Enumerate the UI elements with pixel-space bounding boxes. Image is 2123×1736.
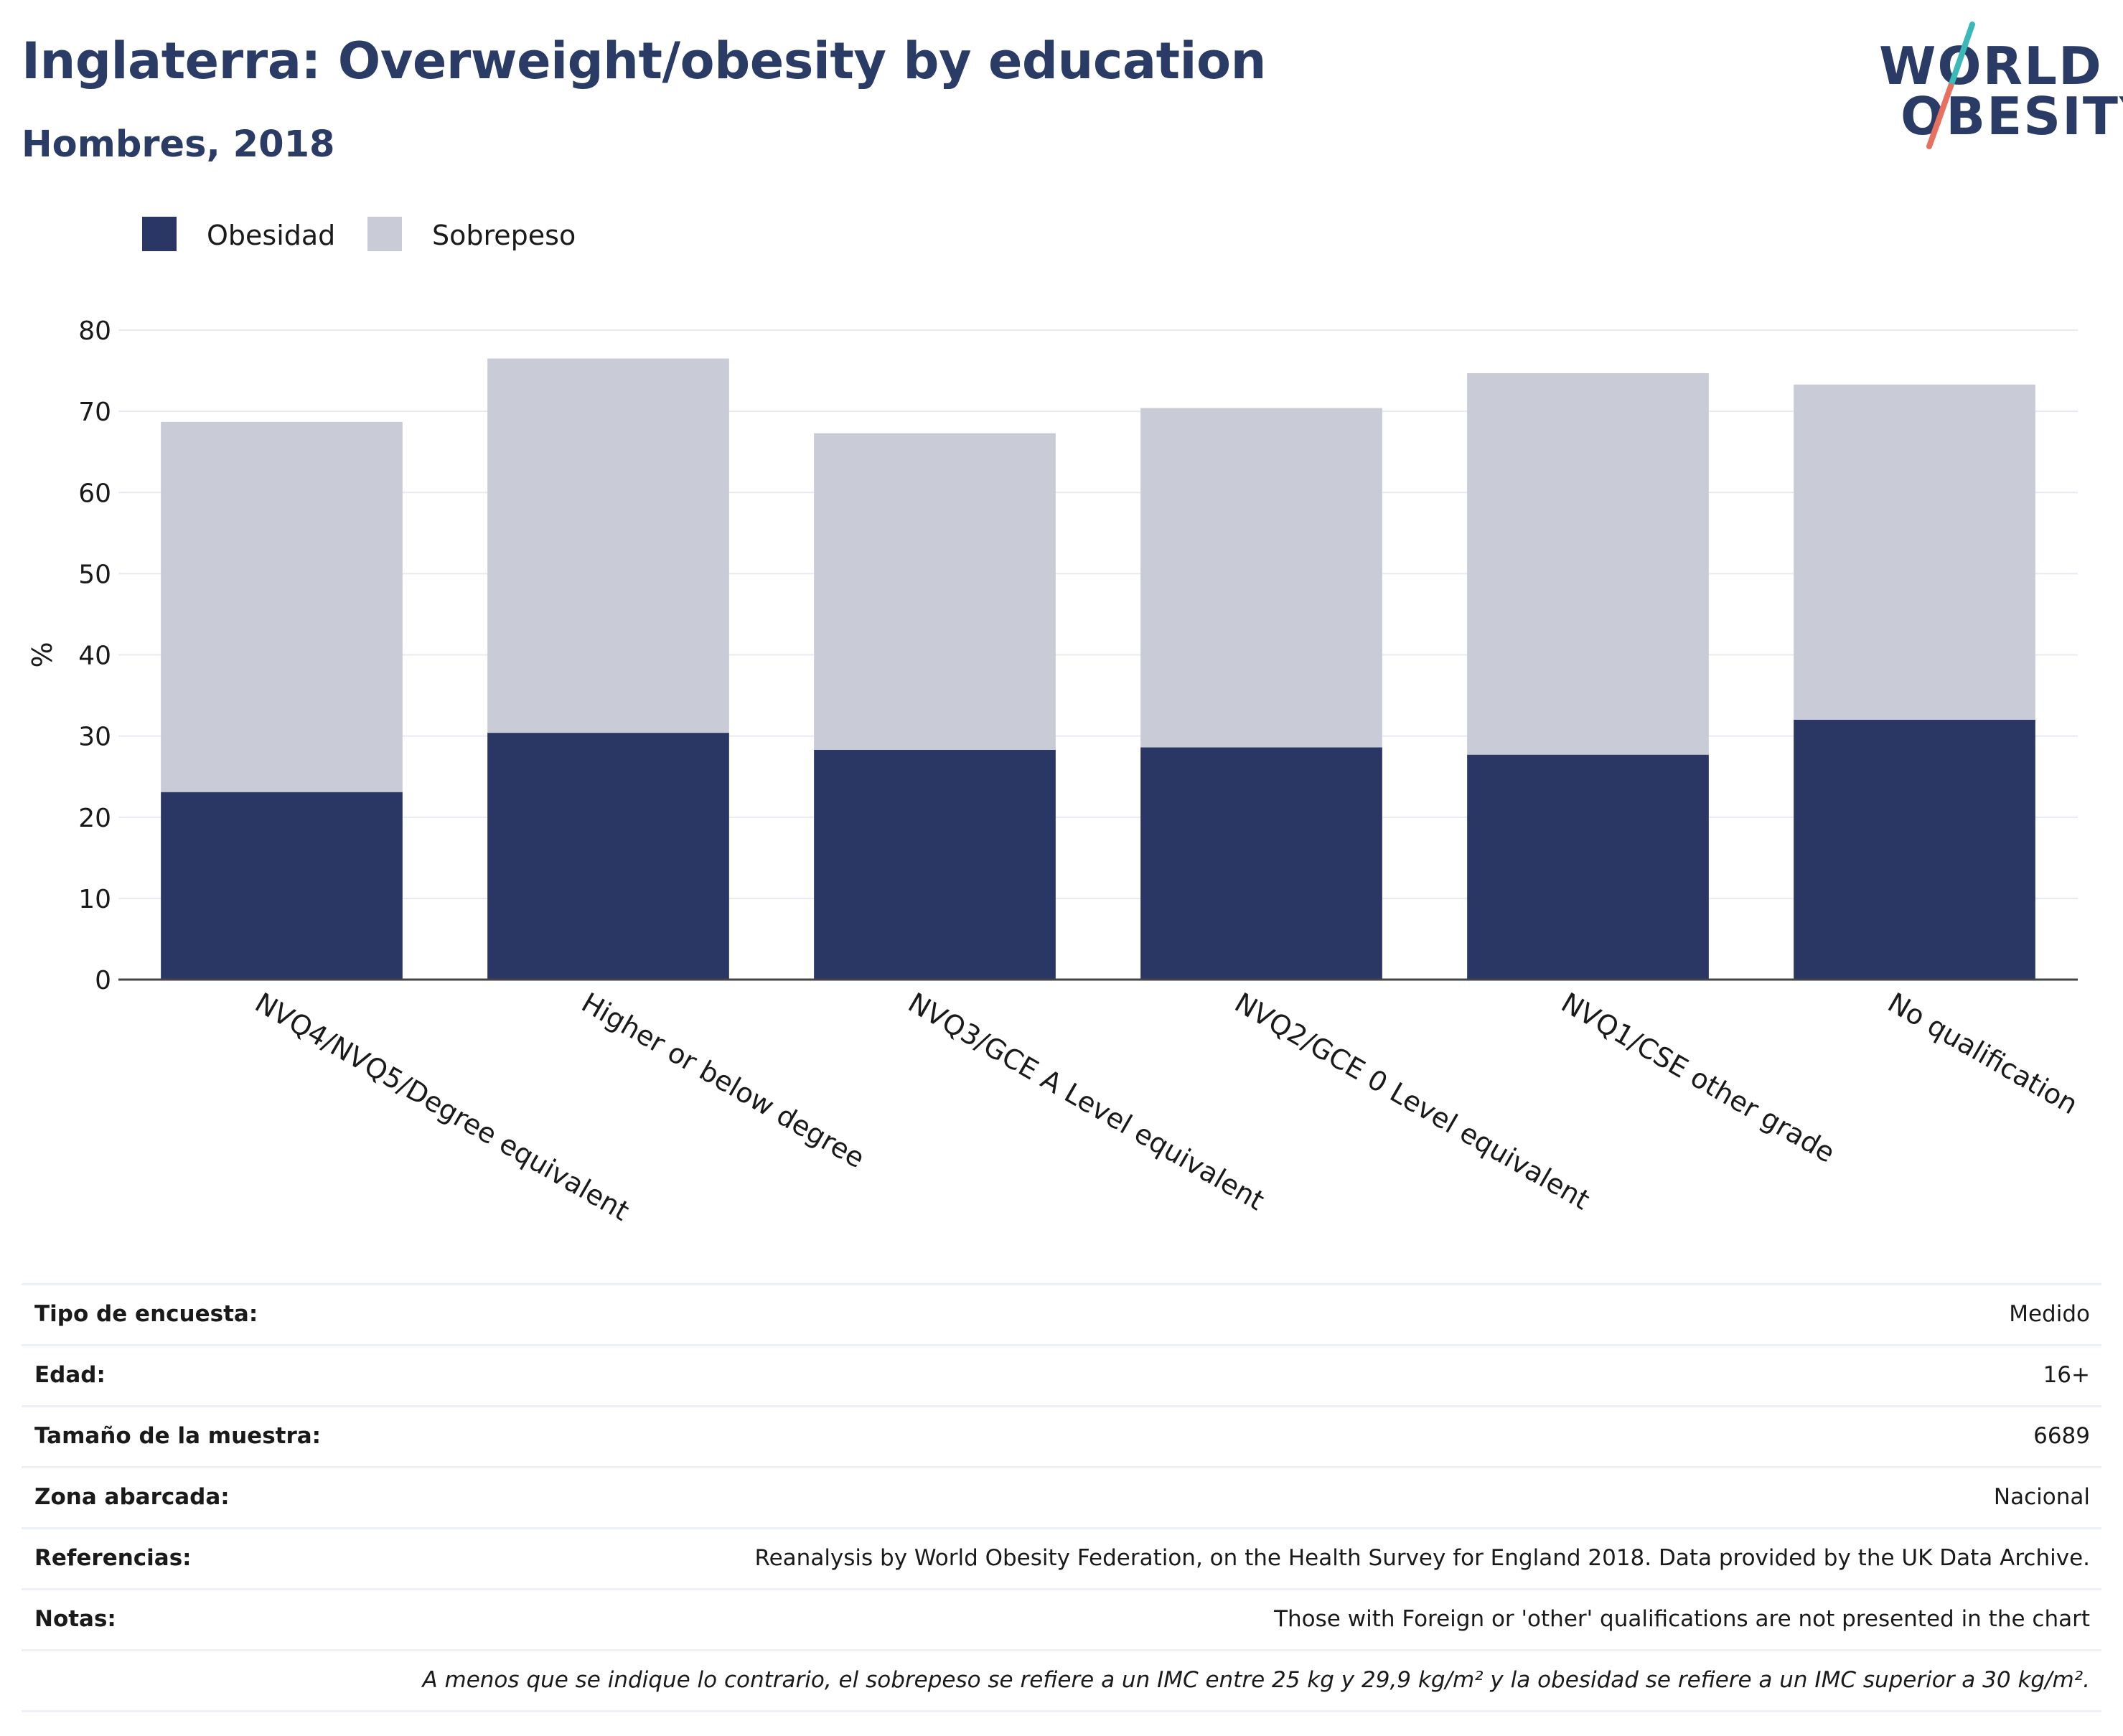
info-value: Those with Foreign or 'other' qualificat… <box>1274 1606 2090 1632</box>
bar-obesity <box>161 792 403 980</box>
info-row: Zona abarcada: Nacional <box>22 1466 2101 1527</box>
bar-obesity <box>1467 754 1709 980</box>
legend-swatch-overweight <box>367 217 402 251</box>
y-tick-label: 40 <box>78 642 111 671</box>
bar-overweight <box>161 421 403 792</box>
survey-info-table: Tipo de encuesta: Medido Edad: 16+ Tamaño de… <box>22 1283 2101 1712</box>
info-value: 6689 <box>2033 1423 2090 1449</box>
legend-label-overweight: Sobrepeso <box>432 220 576 251</box>
x-tick-label: NVQ2/GCE 0 Level equivalent <box>1229 987 1595 1216</box>
info-value: Medido <box>2009 1301 2090 1327</box>
y-tick-label: 10 <box>78 885 111 914</box>
y-tick-label: 80 <box>78 316 111 346</box>
info-label: Referencias: <box>34 1545 192 1571</box>
info-label: Edad: <box>34 1362 106 1388</box>
chart-title: Inglaterra: Overweight/obesity by educat… <box>22 32 1266 90</box>
info-row: Referencias: Reanalysis by World Obesity … <box>22 1527 2101 1588</box>
y-tick-label: 0 <box>95 966 111 995</box>
y-tick-label: 50 <box>78 560 111 589</box>
info-value: Reanalysis by World Obesity Federation, … <box>754 1545 2090 1571</box>
y-axis-title: % <box>27 642 58 667</box>
bar-obesity <box>487 733 729 980</box>
chart-subtitle: Hombres, 2018 <box>22 123 335 166</box>
info-label: Notas: <box>34 1606 116 1632</box>
info-value: 16+ <box>2043 1362 2090 1388</box>
world-obesity-logo: WORLD OBESITY <box>1866 20 2123 156</box>
bar-obesity <box>814 749 1056 980</box>
x-tick-label: NVQ1/CSE other grade <box>1556 987 1840 1169</box>
info-label: Zona abarcada: <box>34 1484 230 1510</box>
x-tick-label: No qualification <box>1883 987 2083 1121</box>
x-tick-label: NVQ3/GCE A Level equivalent <box>903 987 1270 1216</box>
legend-swatch-obesity <box>142 217 177 251</box>
footnote-row: A menos que se indique lo contrario, el … <box>22 1649 2101 1712</box>
bar-obesity <box>1794 720 2035 980</box>
footnote-text: A menos que se indique lo contrario, el … <box>422 1667 2090 1693</box>
bar-overweight <box>1794 384 2035 720</box>
info-row: Edad: 16+ <box>22 1344 2101 1405</box>
stacked-bar-chart: 0 10 20 30 40 50 60 70 80% NVQ4/NVQ5/Degree equiv… <box>27 316 2083 1227</box>
info-row: Notas: Those with Foreign or 'other' qual… <box>22 1588 2101 1649</box>
bar-overweight <box>1467 372 1709 755</box>
logo-slash-icon <box>1926 22 1975 149</box>
info-label: Tamaño de la muestra: <box>34 1423 322 1449</box>
bar-obesity <box>1140 747 1382 980</box>
bar-overweight <box>814 433 1056 750</box>
info-value: Nacional <box>1993 1484 2090 1510</box>
y-tick-label: 30 <box>78 723 111 752</box>
x-tick-label: NVQ4/NVQ5/Degree equivalent <box>250 987 634 1227</box>
legend-label-obesity: Obesidad <box>207 220 336 251</box>
info-row: Tipo de encuesta: Medido <box>22 1283 2101 1344</box>
y-tick-label: 70 <box>78 398 111 427</box>
info-row: Tamaño de la muestra: 6689 <box>22 1405 2101 1466</box>
info-label: Tipo de encuesta: <box>34 1301 258 1327</box>
bar-overweight <box>1140 408 1382 748</box>
bar-overweight <box>487 358 729 733</box>
x-tick-label: Higher or below degree <box>576 987 870 1175</box>
y-tick-label: 60 <box>78 479 111 508</box>
logo-word-1: WORLD <box>1879 36 2103 96</box>
y-tick-label: 20 <box>78 804 111 833</box>
